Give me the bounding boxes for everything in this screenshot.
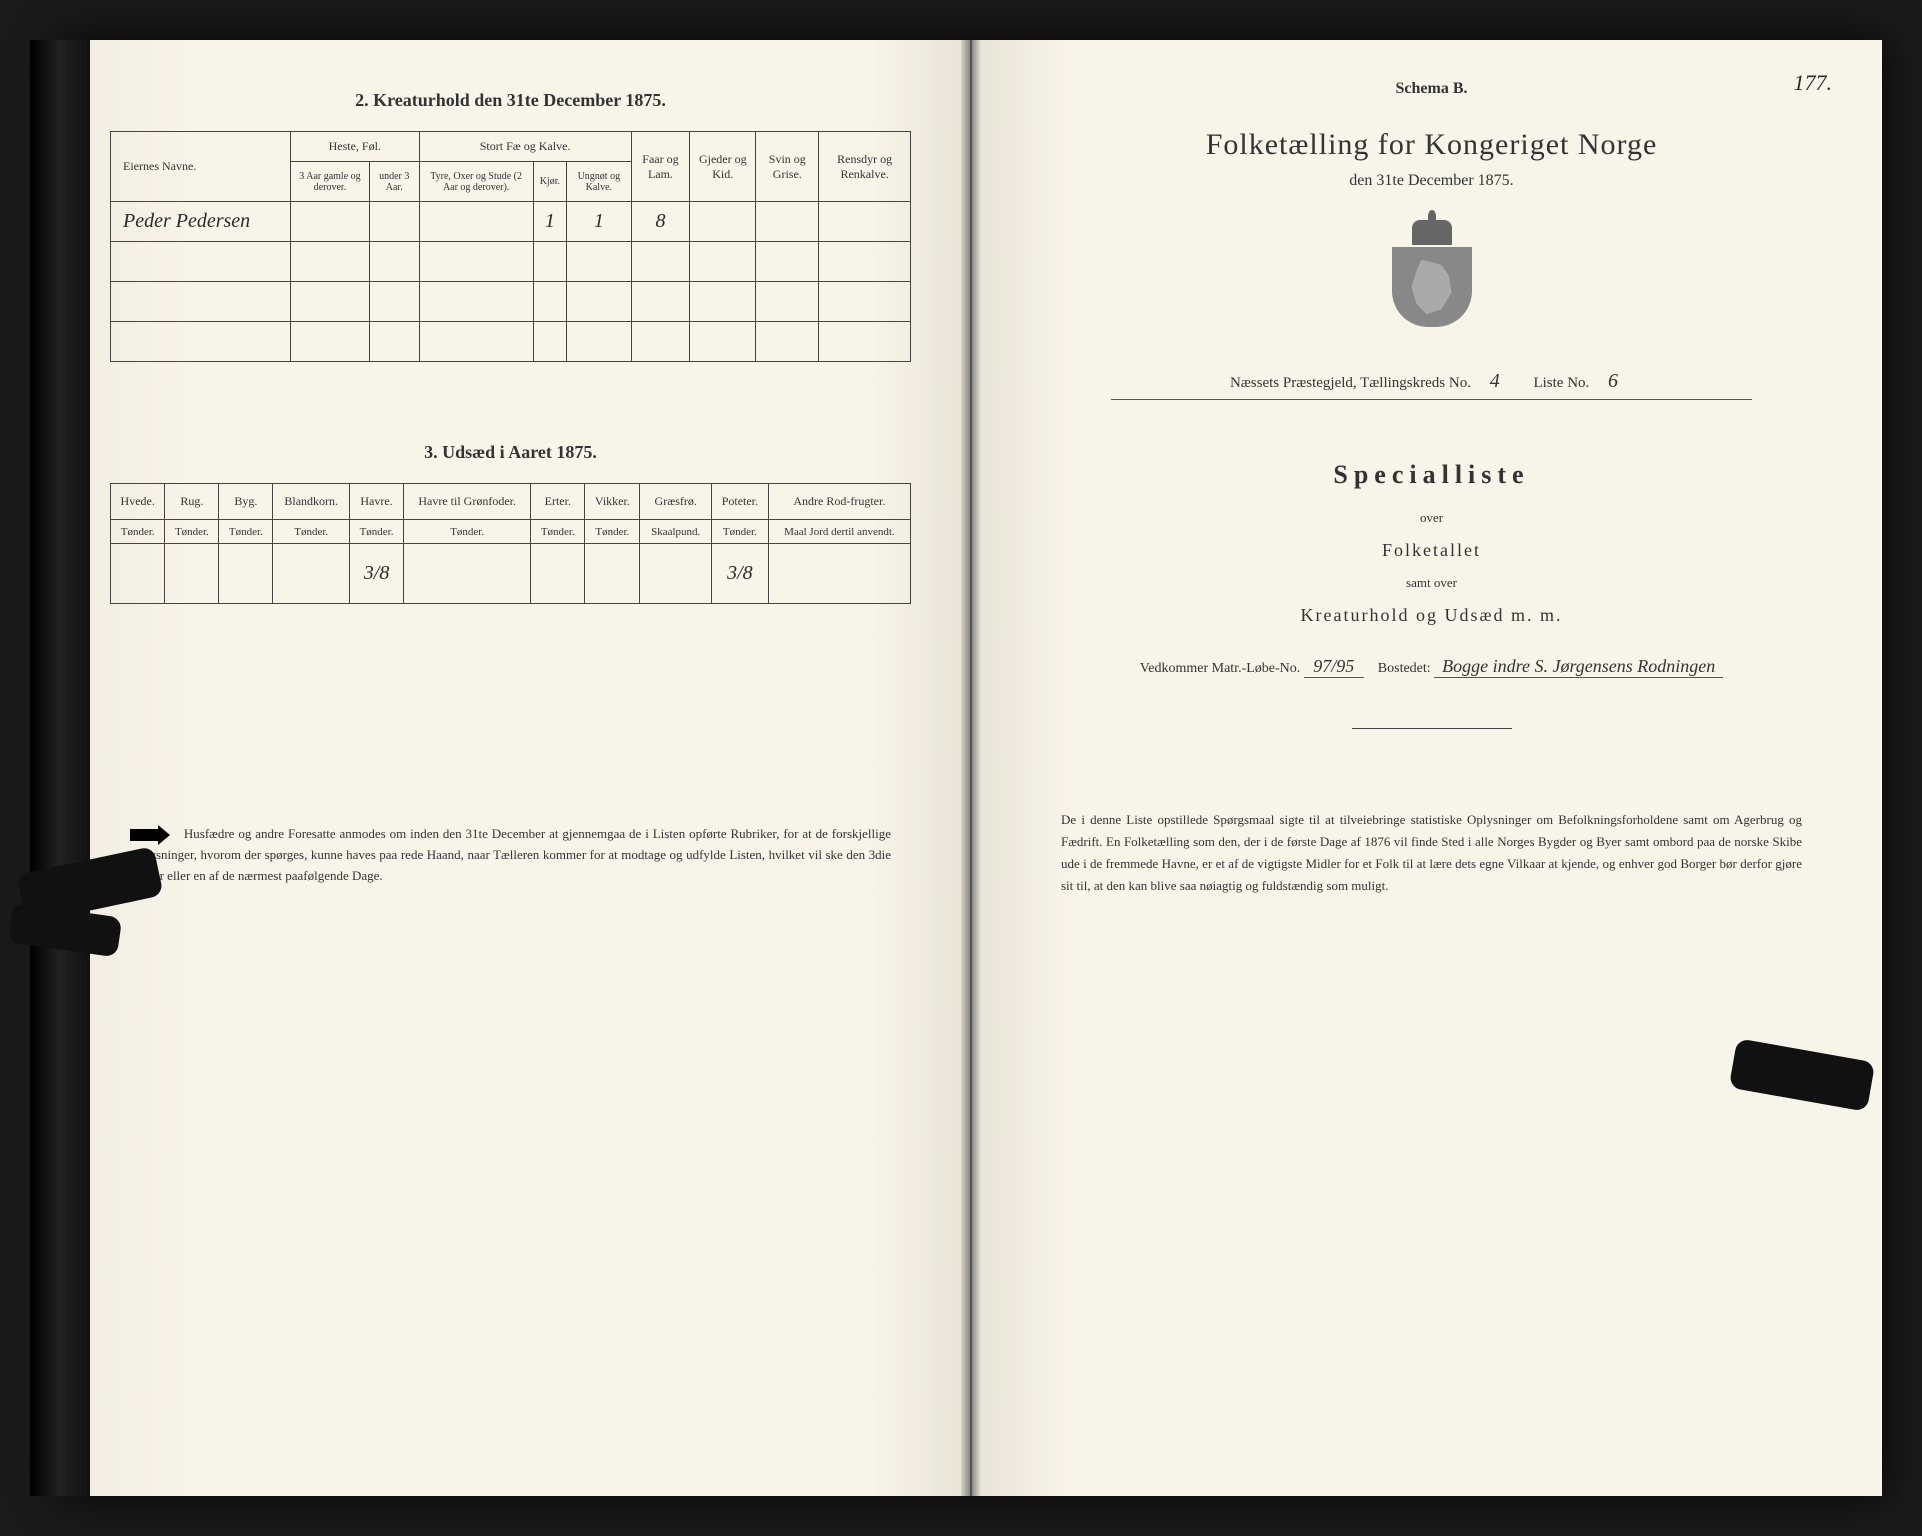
coat-of-arms-icon [1387,220,1477,330]
col-goats: Gjeder og Kid. [690,132,756,202]
col-horses-3plus: 3 Aar gamle og derover. [291,162,370,202]
section-3-title: 3. Udsæd i Aaret 1875. [110,442,911,463]
col-blandkorn: Blandkorn. [273,484,350,520]
book-spread: 2. Kreaturhold den 31te December 1875. E… [60,40,1882,1496]
owner-name-cell: Peder Pedersen [111,202,291,242]
book-spine [961,40,981,1496]
over-label: over [1031,510,1832,526]
book-binding [30,40,90,1496]
col-reindeer: Rensdyr og Renkalve. [819,132,911,202]
specialliste-heading: Specialliste [1031,460,1832,490]
section-2-title: 2. Kreaturhold den 31te December 1875. [110,90,911,111]
col-erter: Erter. [531,484,585,520]
left-footer-note: Husfædre og andre Foresatte anmodes om i… [110,824,911,887]
samt-label: samt over [1031,575,1832,591]
unit-tonder: Tønder. [404,520,531,544]
right-page: 177. Schema B. Folketælling for Kongerig… [981,40,1882,1496]
footer-text: Husfædre og andre Foresatte anmodes om i… [130,826,891,883]
col-havre-gron: Havre til Grønfoder. [404,484,531,520]
liste-label: Liste No. [1533,375,1589,391]
census-date: den 31te December 1875. [1031,172,1832,190]
sowing-table: Hvede. Rug. Byg. Blandkorn. Havre. Havre… [110,483,911,604]
unit-tonder: Tønder. [531,520,585,544]
col-graesfro: Græsfrø. [640,484,712,520]
archive-clip [1729,1038,1876,1112]
cows-value: 1 [533,202,566,242]
col-bulls: Tyre, Oxer og Stude (2 Aar og derover). [419,162,533,202]
col-andre: Andre Rod-frugter. [768,484,910,520]
calves-value: 1 [566,202,631,242]
col-cows: Kjør. [533,162,566,202]
col-hvede: Hvede. [111,484,165,520]
bosted-value: Bogge indre S. Jørgensens Rodningen [1434,656,1723,678]
sheep-value: 8 [631,202,690,242]
unit-tonder: Tønder. [350,520,404,544]
unit-maal: Maal Jord dertil anvendt. [768,520,910,544]
col-calves: Ungnøt og Kalve. [566,162,631,202]
col-byg: Byg. [219,484,273,520]
census-title: Folketælling for Kongeriget Norge [1031,128,1832,162]
table-row [111,282,911,322]
kreds-number: 4 [1475,370,1515,393]
kreaturhold-label: Kreaturhold og Udsæd m. m. [1031,605,1832,626]
table-row: 3/8 3/8 [111,544,911,604]
unit-tonder: Tønder. [273,520,350,544]
col-sheep: Faar og Lam. [631,132,690,202]
unit-tonder: Tønder. [711,520,768,544]
col-group-cattle: Stort Fæ og Kalve. [419,132,631,162]
matr-number: 97/95 [1304,656,1364,678]
col-vikker: Vikker. [585,484,640,520]
unit-tonder: Tønder. [219,520,273,544]
divider [1352,728,1512,729]
col-havre: Havre. [350,484,404,520]
table-row [111,242,911,282]
page-number: 177. [1794,70,1833,96]
matr-label: Vedkommer Matr.-Løbe-No. [1140,661,1301,676]
pointing-hand-icon [130,825,170,845]
unit-tonder: Tønder. [165,520,219,544]
col-group-horses: Heste, Føl. [291,132,420,162]
parish-label: Næssets Præstegjeld, Tællingskreds No. [1230,375,1471,391]
parish-line: Næssets Præstegjeld, Tællingskreds No. 4… [1111,370,1752,400]
schema-label: Schema B. [1031,80,1832,98]
table-row [111,322,911,362]
col-pigs: Svin og Grise. [756,132,819,202]
col-rug: Rug. [165,484,219,520]
col-horses-under3: under 3 Aar. [369,162,419,202]
table-row: Peder Pedersen 1 1 8 [111,202,911,242]
poteter-value: 3/8 [711,544,768,604]
bosted-label: Bostedet: [1378,661,1431,676]
right-footer-text: De i denne Liste opstillede Spørgsmaal s… [1031,809,1832,897]
unit-tonder: Tønder. [585,520,640,544]
col-owner-name: Eiernes Navne. [111,132,291,202]
unit-skaalpund: Skaalpund. [640,520,712,544]
folketallet-label: Folketallet [1031,540,1832,561]
property-line: Vedkommer Matr.-Løbe-No. 97/95 Bostedet:… [1091,656,1772,678]
liste-number: 6 [1593,370,1633,393]
havre-value: 3/8 [350,544,404,604]
col-poteter: Poteter. [711,484,768,520]
left-page: 2. Kreaturhold den 31te December 1875. E… [60,40,961,1496]
livestock-table: Eiernes Navne. Heste, Føl. Stort Fæ og K… [110,131,911,362]
unit-tonder: Tønder. [111,520,165,544]
